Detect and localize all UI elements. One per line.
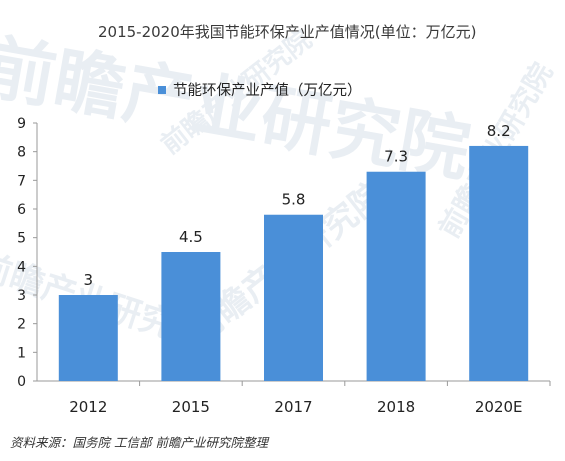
source-note: 资料来源：国务院 工信部 前瞻产业研究院整理 — [10, 435, 268, 450]
data-label: 7.3 — [384, 148, 408, 166]
y-tick-label: 7 — [17, 173, 26, 189]
bar — [469, 145, 529, 381]
x-tick-label: 2017 — [274, 398, 312, 416]
y-tick-label: 0 — [17, 374, 26, 390]
y-tick-label: 3 — [17, 288, 26, 304]
legend-swatch — [158, 85, 166, 94]
bar — [366, 171, 426, 381]
y-tick-label: 1 — [17, 345, 26, 361]
chart-title: 2015-2020年我国节能环保产业产值情况(单位：万亿元) — [98, 23, 477, 41]
y-tick-label: 9 — [17, 116, 26, 132]
data-label: 4.5 — [179, 228, 203, 246]
x-tick-label: 2018 — [377, 398, 415, 416]
data-label: 3 — [84, 271, 94, 289]
y-tick-label: 4 — [17, 259, 26, 275]
x-tick-label: 2015 — [172, 398, 210, 416]
x-tick-label: 2012 — [69, 398, 107, 416]
bar — [58, 295, 118, 381]
y-tick-label: 8 — [17, 145, 26, 161]
data-label: 5.8 — [282, 191, 306, 209]
bar — [264, 214, 323, 381]
data-label: 8.2 — [487, 122, 511, 140]
y-tick-label: 2 — [17, 317, 26, 333]
bar — [161, 252, 221, 381]
legend-label: 节能环保产业产值（万亿元） — [173, 83, 362, 99]
chart-legend: 节能环保产业产值（万亿元） — [158, 79, 362, 100]
chart-bars: 3 4.5 5.8 7.3 8.2 — [58, 122, 529, 381]
y-tick-label: 5 — [17, 231, 26, 247]
x-tick-label: 2020E — [475, 398, 523, 416]
y-tick-label: 6 — [17, 202, 26, 218]
